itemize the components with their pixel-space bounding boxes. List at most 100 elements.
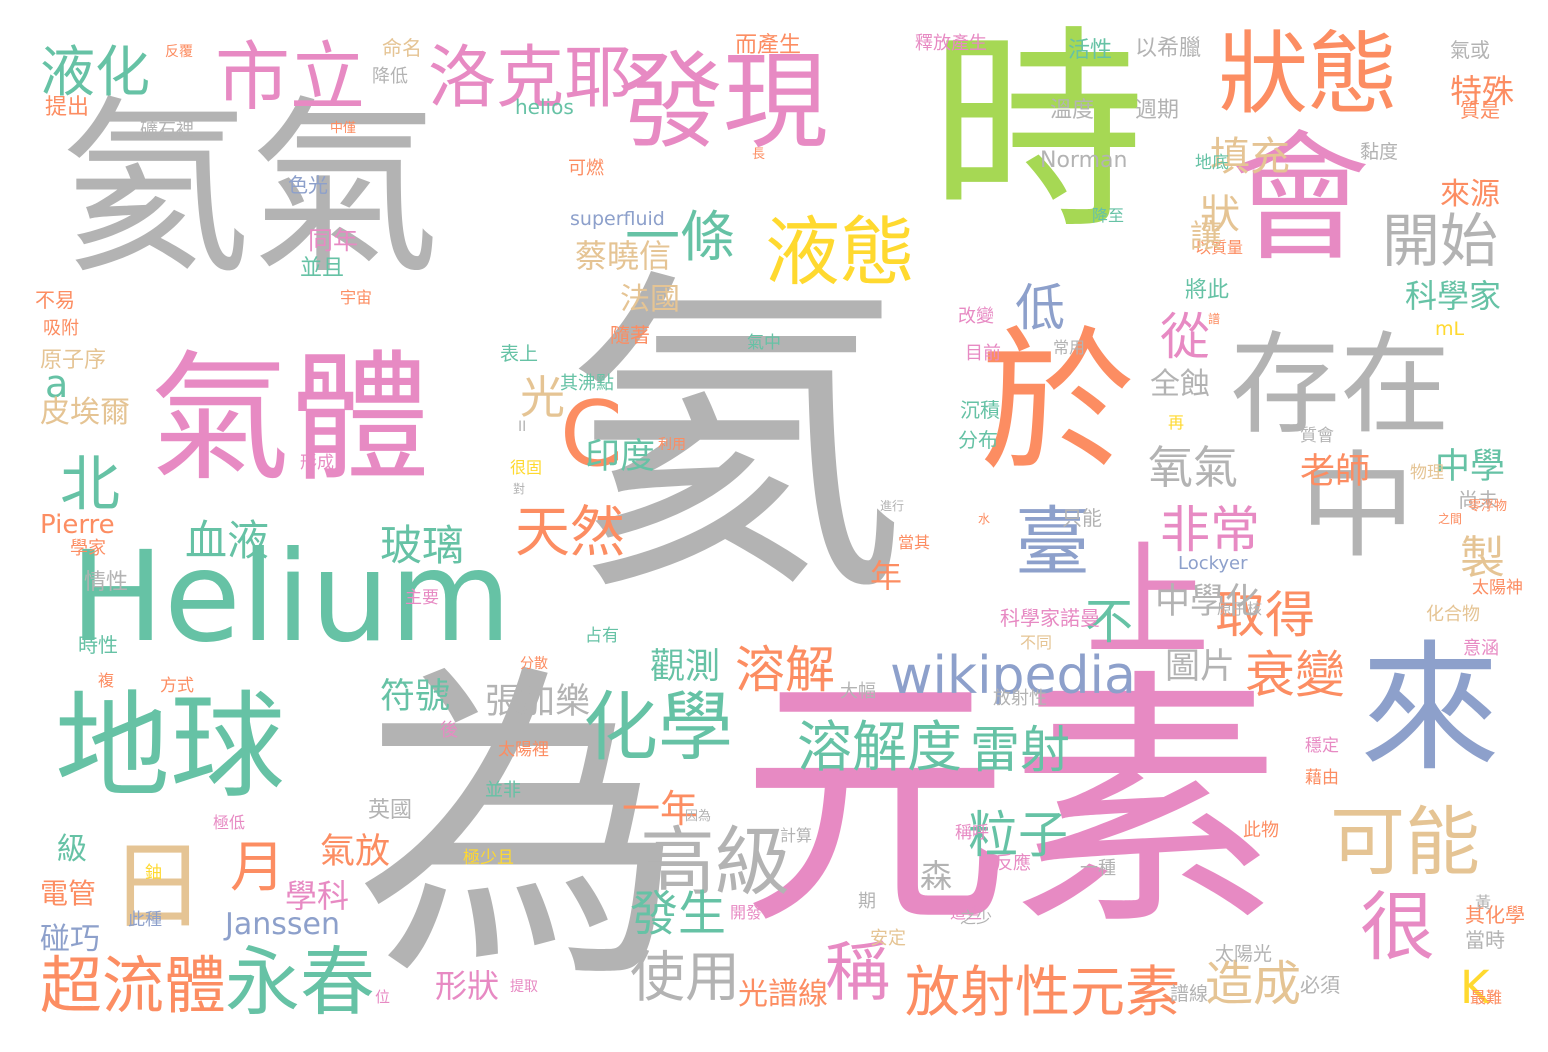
word: 提出 <box>45 95 90 120</box>
word: 化合物 <box>1426 604 1480 625</box>
word: 英國 <box>368 798 413 823</box>
word: 年 <box>870 557 903 595</box>
word: 利用 <box>658 437 686 453</box>
word: 當時 <box>1465 928 1505 952</box>
word: 老師 <box>1300 452 1371 492</box>
word: 質會 <box>1300 426 1334 446</box>
word: 氦 <box>565 242 905 638</box>
word: 只能 <box>1062 506 1102 530</box>
word: 來 <box>1360 628 1501 791</box>
word: 狀態 <box>1218 22 1398 127</box>
word: 後 <box>440 720 458 741</box>
word: 因為 <box>685 809 712 824</box>
word: 森 <box>920 857 953 895</box>
word: 特殊 <box>1450 72 1515 110</box>
word: 放射性 <box>993 688 1047 709</box>
word: 活性 <box>1068 38 1113 63</box>
word: 學家 <box>70 538 106 559</box>
word: 永春 <box>225 938 376 1026</box>
word: Helium <box>70 525 512 670</box>
word: 雷射 <box>970 721 1070 779</box>
word: 元素 <box>740 647 1280 962</box>
word: 再 <box>1168 413 1185 432</box>
word: 並且 <box>300 256 345 281</box>
word: 形成 <box>300 453 334 473</box>
word: 氣中 <box>747 333 781 353</box>
word: 計算 <box>780 826 813 845</box>
word: 溶解度 <box>797 715 963 779</box>
word: Norman <box>1040 148 1128 173</box>
word: 一年 <box>622 787 699 831</box>
word: 而產生 <box>735 33 802 58</box>
word: 科學家 <box>1405 277 1502 315</box>
word: 宇宙 <box>340 288 373 307</box>
word: 於 <box>980 312 1135 493</box>
word: 原子序 <box>40 348 107 373</box>
word: 粒子 <box>968 806 1068 864</box>
word: 色光 <box>288 173 328 197</box>
word: 來源 <box>1440 177 1500 212</box>
word: Lockyer <box>1178 553 1248 574</box>
word: wikipedia <box>890 646 1136 706</box>
word: 玻璃 <box>380 521 465 570</box>
word: 方式 <box>160 676 194 696</box>
word: 圖片 <box>1165 647 1236 687</box>
word: 一種 <box>1080 858 1116 879</box>
word: 化學 <box>583 683 734 771</box>
word: 非常 <box>1160 501 1260 559</box>
word: 鈾 <box>145 863 162 883</box>
word: 最難 <box>1470 988 1503 1007</box>
word: superfluid <box>570 208 665 230</box>
word: 月 <box>230 835 286 899</box>
word: 碰巧 <box>40 922 100 957</box>
word: 印度 <box>585 437 656 477</box>
word: 其沸點 <box>560 373 614 394</box>
word: 稱 <box>825 935 891 1010</box>
word: 以質量 <box>1195 238 1244 257</box>
word: 讓 <box>1190 217 1223 255</box>
word: Janssen <box>225 907 340 942</box>
word: 中學 <box>1435 447 1506 487</box>
word: 沉積 <box>960 398 1000 422</box>
word: 稱呼 <box>955 823 989 843</box>
word: 反應 <box>995 853 1031 874</box>
word: 太陽神 <box>1472 578 1523 598</box>
word: 並非 <box>485 780 521 801</box>
word: 氣或 <box>1450 38 1490 62</box>
word: 物理 <box>1410 463 1444 483</box>
word: 吸附 <box>43 318 79 339</box>
word: 中 <box>1300 440 1416 574</box>
word: 一條 <box>625 205 736 269</box>
word: 溫度 <box>1050 98 1095 123</box>
word: 分散 <box>520 656 548 672</box>
word: 質是 <box>1460 98 1500 122</box>
word: 電管 <box>40 877 97 910</box>
word: 命名 <box>382 36 422 60</box>
word: 氣放 <box>320 832 391 872</box>
word: 將此 <box>1185 278 1230 303</box>
word: 蔡曉信 <box>575 237 672 275</box>
word: 之間 <box>1438 512 1463 526</box>
word: 中學化 <box>1155 582 1261 622</box>
word: 降至 <box>1092 206 1125 225</box>
word: mL <box>1435 318 1465 340</box>
word: C <box>560 382 623 487</box>
word: 發現 <box>618 41 829 163</box>
word: 填充 <box>1210 134 1290 180</box>
word: 極少且 <box>463 848 514 868</box>
word: 很 <box>1360 883 1436 971</box>
word: 大幅 <box>840 681 876 702</box>
word: 改變 <box>958 306 994 327</box>
word: 以希臘 <box>1135 36 1202 61</box>
word: 零浮物 <box>1468 499 1508 514</box>
word: 進行 <box>880 499 905 513</box>
word: 譜線 <box>1170 983 1209 1005</box>
word: 此種 <box>128 910 162 930</box>
word: 氣體 <box>150 338 431 501</box>
word: 目前 <box>965 343 1001 364</box>
word: 北 <box>60 450 120 520</box>
word: 級 <box>57 832 87 867</box>
word: 臺 <box>1015 498 1091 586</box>
word: 低 <box>1015 279 1065 337</box>
word: 太陽光 <box>1215 943 1273 965</box>
